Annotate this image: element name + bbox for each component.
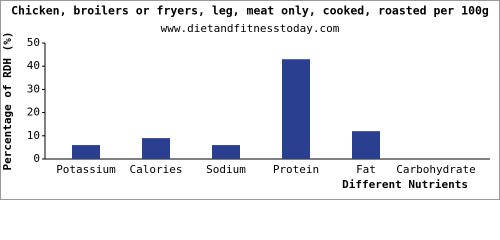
chart-border <box>0 0 500 200</box>
x-tick-label: Fat <box>356 163 376 176</box>
x-tick-label: Potassium <box>56 163 116 176</box>
bar <box>212 145 240 159</box>
y-tick-label: 10 <box>27 129 40 142</box>
y-tick-label: 50 <box>27 36 40 49</box>
y-tick-label: 0 <box>33 152 40 165</box>
bar <box>142 138 170 159</box>
chart-title: Chicken, broilers or fryers, leg, meat o… <box>11 4 489 18</box>
x-tick-label: Protein <box>273 163 319 176</box>
bar <box>72 145 100 159</box>
chart-subtitle: www.dietandfitnesstoday.com <box>161 22 340 35</box>
chart: Chicken, broilers or fryers, leg, meat o… <box>0 0 500 200</box>
x-tick-label: Carbohydrate <box>396 163 475 176</box>
y-axis-title: Percentage of RDH (%) <box>1 31 14 170</box>
bar <box>352 131 380 159</box>
y-tick-label: 20 <box>27 106 40 119</box>
bar <box>282 59 310 159</box>
y-tick-label: 40 <box>27 59 40 72</box>
y-tick-label: 30 <box>27 82 40 95</box>
x-axis-title: Different Nutrients <box>342 178 468 191</box>
x-tick-label: Calories <box>130 163 183 176</box>
x-tick-label: Sodium <box>206 163 246 176</box>
